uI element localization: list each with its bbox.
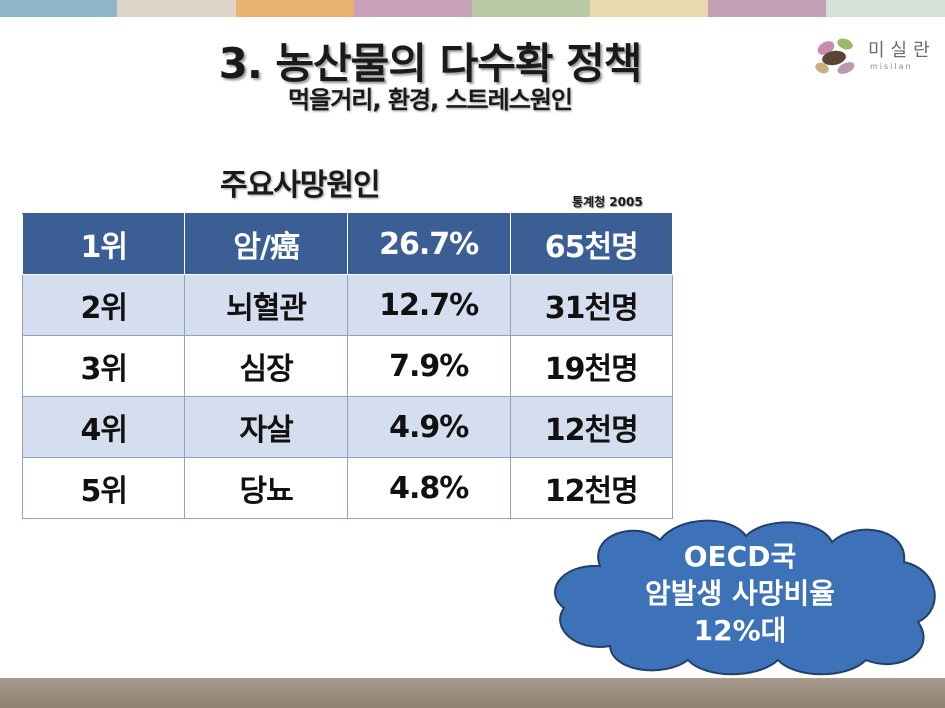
count-cell: 12천명 — [509, 396, 674, 458]
cloud-callout-shape — [554, 519, 936, 676]
rate-cell: 26.7% — [346, 213, 511, 275]
count-cell: 19천명 — [509, 335, 674, 397]
callout-line-2: 암발생 사망비율 — [644, 577, 836, 610]
table-row: 3위 심장 7.9% 19천명 — [21, 335, 674, 397]
cause-cell: 자살 — [184, 396, 348, 458]
rate-cell: 4.8% — [346, 457, 511, 519]
slide-subtitle: 먹을거리, 환경, 스트레스원인 — [288, 86, 573, 114]
cause-cell: 심장 — [184, 335, 348, 397]
count-cell: 65천명 — [509, 213, 674, 275]
callout-line-3: 12%대 — [693, 614, 787, 647]
rate-cell: 7.9% — [346, 335, 511, 397]
cause-cell: 당뇨 — [184, 457, 348, 519]
slide-title: 3. 농산물의 다수확 정책 — [218, 39, 643, 88]
callout-line-1: OECD국 — [683, 540, 797, 573]
data-source: 통계청 2005 — [572, 195, 643, 209]
count-cell: 31천명 — [509, 274, 674, 336]
top-color-stripe — [0, 0, 945, 17]
rank-cell: 2위 — [21, 274, 186, 336]
count-cell: 12천명 — [509, 457, 674, 519]
rank-cell: 3위 — [21, 335, 186, 397]
logo-name: 미실란 — [868, 40, 936, 61]
cloud-callout-text: OECD국 암발생 사망비율 12%대 — [540, 538, 940, 649]
table-heading: 주요사망원인 — [220, 168, 381, 203]
table-row: 1위 암/癌 26.7% 65천명 — [21, 213, 674, 275]
table-row: 2위 뇌혈관 12.7% 31천명 — [21, 274, 674, 336]
logo-leaf-icon — [815, 38, 855, 74]
cause-cell: 뇌혈관 — [184, 274, 348, 336]
rank-cell: 5위 — [21, 457, 186, 519]
death-causes-table: 1위 암/癌 26.7% 65천명 2위 뇌혈관 12.7% 31천명 3위 심… — [21, 213, 674, 519]
rate-cell: 12.7% — [346, 274, 511, 336]
cause-cell: 암/癌 — [184, 213, 348, 275]
table-row: 4위 자살 4.9% 12천명 — [21, 396, 674, 458]
table-row: 5위 당뇨 4.8% 12천명 — [21, 457, 674, 519]
rank-cell: 1위 — [21, 213, 186, 275]
logo-romanized: misilan — [870, 62, 913, 71]
rank-cell: 4위 — [21, 396, 186, 458]
rate-cell: 4.9% — [346, 396, 511, 458]
misilan-logo: 미실란 misilan — [812, 34, 942, 78]
bottom-bar — [0, 678, 945, 708]
